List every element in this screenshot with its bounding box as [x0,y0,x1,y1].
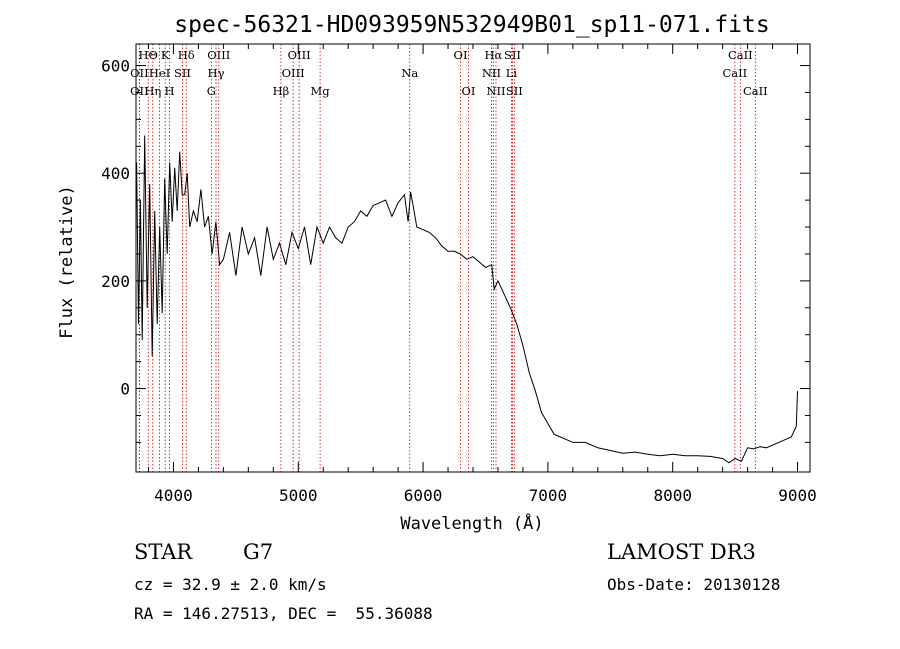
survey-name: LAMOST DR3 [607,540,756,564]
spectral-line-label: OII [130,66,149,80]
spectral-line-label: Hα [484,48,502,62]
spectral-line-label: OIII [288,48,311,62]
spectral-line-label: CaII [728,48,753,62]
spectral-line-label: Mg [311,84,331,98]
y-axis-label: Flux (relative) [57,185,77,339]
y-tick-label: 600 [101,57,130,76]
spectral-line-label: OI [462,84,476,98]
spectral-line-label: OII [130,84,149,98]
x-tick-label: 5000 [279,486,318,505]
spectral-line-label: NII [482,66,501,80]
x-tick-label: 7000 [529,486,568,505]
observation-date: Obs-Date: 20130128 [607,575,781,594]
spectral-line-label: H [165,84,175,98]
spectral-line-label: G [207,84,216,98]
plot-frame [135,43,811,473]
spectral-line-markers [138,44,756,472]
spectral-line-label: OIII [282,66,305,80]
coordinates: RA = 146.27513, DEC = 55.36088 [134,604,433,623]
spectral-line-label: HΘ [138,48,157,62]
spectral-line-label: Hδ [178,48,195,62]
spectral-line-label: Na [401,66,418,80]
spectral-line-label: HeI [149,66,170,80]
y-tick-label: 400 [101,164,130,183]
spectral-line-label: NII [486,84,505,98]
chart-title: spec-56321-HD093959N532949B01_sp11-071.f… [174,12,769,38]
spectral-line-label: SII [504,48,521,62]
spectral-line-label: SII [174,66,191,80]
spectral-line-label: K [161,48,170,62]
spectral-line-label: CaII [722,66,747,80]
x-tick-label: 9000 [778,486,817,505]
spectral-line-label: OIII [207,48,230,62]
y-tick-label: 0 [120,380,130,399]
spectral-line-label: OI [454,48,468,62]
spectral-line-label: SII [506,84,523,98]
axis-ticks: 4000 5000 6000 7000 8000 9000 0 200 400 600 [101,44,817,505]
y-tick-label: 200 [101,272,130,291]
x-tick-label: 6000 [404,486,443,505]
x-tick-label: 8000 [653,486,692,505]
redshift-velocity: cz = 32.9 ± 2.0 km/s [134,575,327,594]
x-tick-label: 4000 [154,486,193,505]
x-axis-label: Wavelength (Å) [400,512,543,534]
spectrum-line [136,135,798,464]
spectral-line-label: Hη [144,84,161,98]
spectral-line-label: Hγ [208,66,225,80]
object-subclass: G7 [243,540,274,564]
series-group [136,135,798,464]
spectral-line-label: CaII [743,84,768,98]
spectral-line-label: Li [506,66,518,80]
object-class: STAR [134,540,193,564]
spectral-line-label: Hβ [273,84,290,98]
